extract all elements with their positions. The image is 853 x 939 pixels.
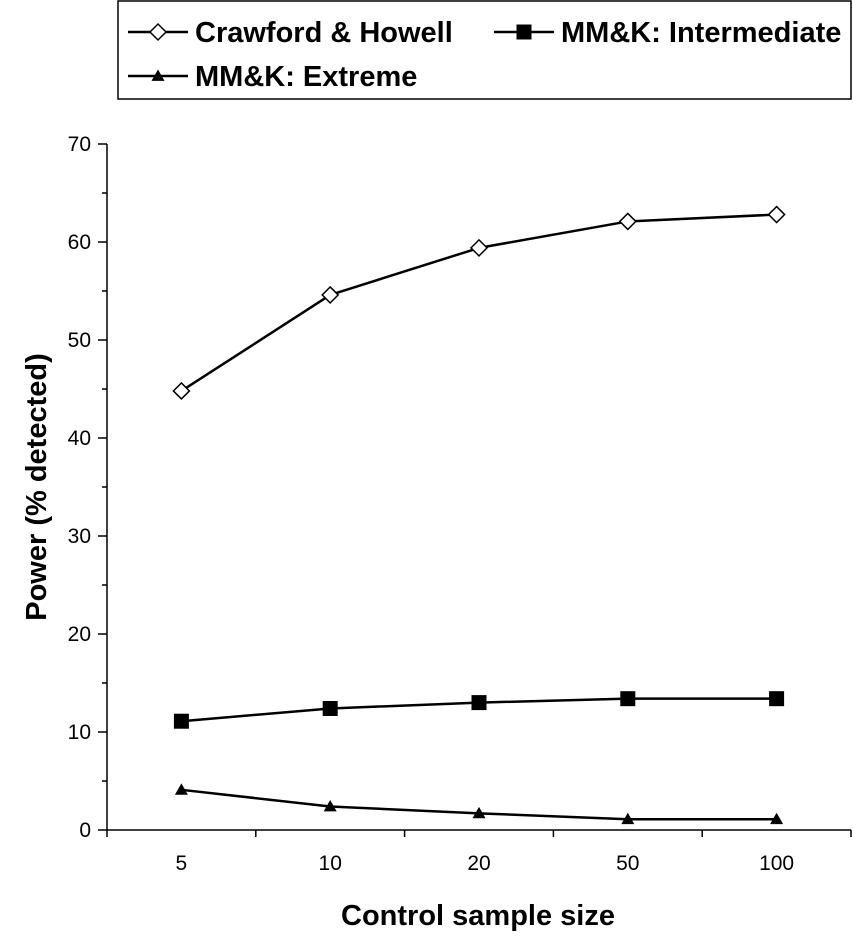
x-tick-label: 50	[616, 852, 639, 875]
series-2	[174, 783, 784, 825]
data-point	[173, 713, 189, 729]
legend-item-2: MM&K: Extreme	[128, 61, 417, 93]
data-point	[471, 695, 487, 711]
data-point	[469, 238, 489, 257]
data-point	[323, 799, 337, 812]
legend-items: Crawford & Howell MM&K: Intermediate MM&K:…	[128, 17, 841, 93]
x-tick-label: 10	[319, 852, 342, 875]
data-point	[769, 691, 785, 707]
data-point	[472, 806, 486, 819]
y-tick-label: 0	[79, 819, 91, 842]
legend-swatch-marker	[516, 24, 532, 40]
data-point	[621, 812, 635, 825]
y-axis-title: Power (% detected)	[21, 353, 53, 621]
legend-box	[117, 0, 852, 100]
series-1	[173, 691, 785, 729]
data-point	[174, 783, 188, 795]
y-axis-ticks: 0 10 20 30 40 50 60 70	[68, 133, 107, 842]
y-tick-label: 40	[68, 427, 91, 450]
y-tick-label: 10	[68, 721, 91, 744]
y-tick-label: 50	[68, 329, 91, 352]
x-axis-ticks: 5 10 20 50 100	[106, 830, 852, 875]
plot-area: 0 10 20 30 40 50 60 70 5 10 20 50 100	[68, 133, 852, 875]
legend: Crawford & Howell MM&K: Intermediate MM&K:…	[117, 0, 852, 100]
series-0	[172, 205, 786, 401]
y-tick-label: 60	[68, 231, 91, 254]
data-point	[321, 285, 340, 304]
x-tick-label: 20	[467, 852, 490, 875]
x-tick-label: 5	[176, 852, 188, 875]
legend-label: Crawford & Howell	[195, 17, 453, 49]
legend-label: MM&K: Extreme	[195, 61, 417, 93]
series-layer	[172, 205, 786, 825]
y-tick-label: 20	[68, 623, 91, 646]
y-tick-label: 70	[68, 133, 91, 156]
data-point	[172, 381, 191, 401]
data-point	[620, 691, 636, 707]
legend-item-0: Crawford & Howell	[128, 17, 453, 49]
data-point	[770, 812, 784, 825]
x-tick-label: 100	[759, 852, 794, 875]
legend-swatch-marker	[151, 69, 165, 81]
legend-label: MM&K: Intermediate	[561, 17, 841, 49]
data-point	[767, 205, 786, 224]
legend-item-1: MM&K: Intermediate	[494, 17, 841, 49]
y-tick-label: 30	[68, 525, 91, 548]
x-axis-title: Control sample size	[341, 900, 615, 932]
data-point	[322, 700, 338, 716]
data-point	[618, 212, 637, 231]
legend-swatch-marker	[148, 22, 168, 42]
